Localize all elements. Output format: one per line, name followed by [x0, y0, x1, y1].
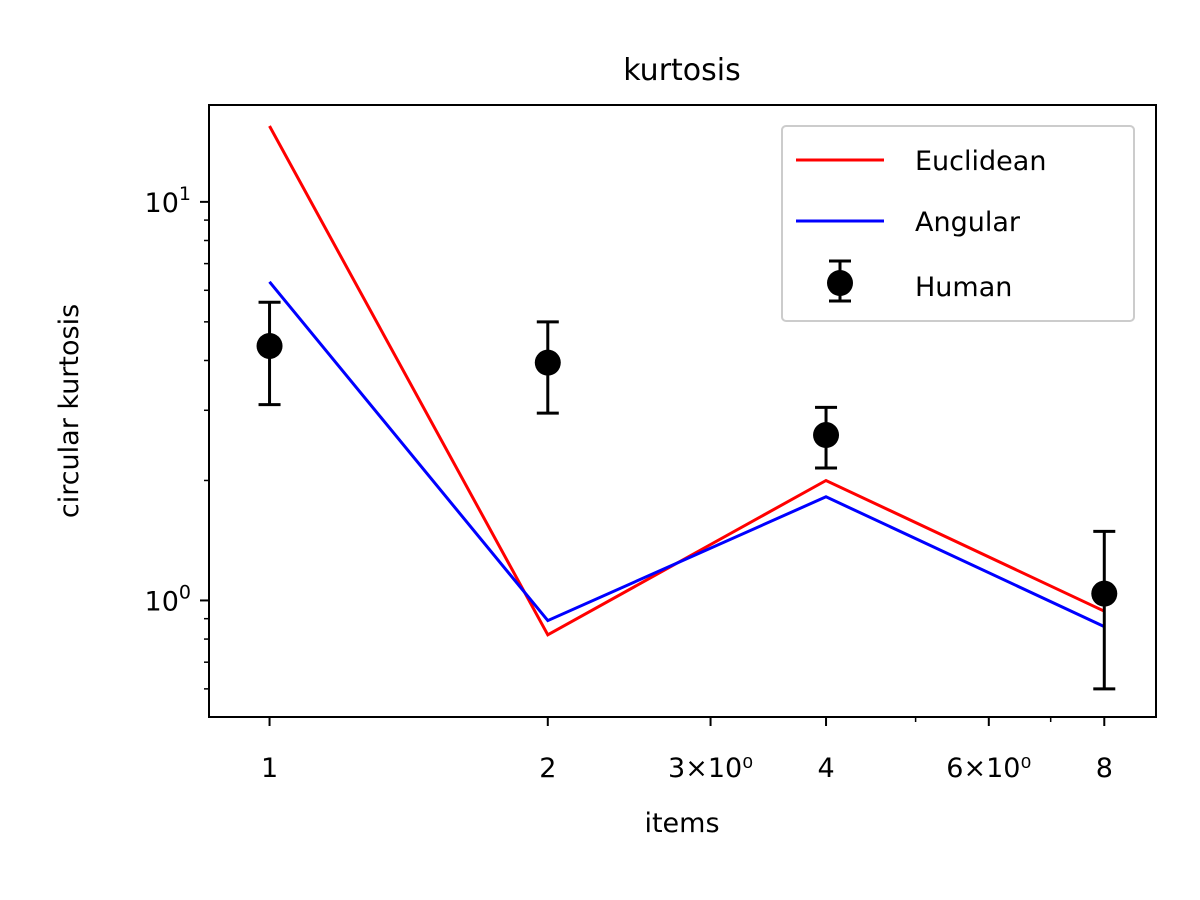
data-point-human	[534, 320, 561, 415]
series-line-angular	[268, 280, 1105, 628]
x-tick-label: 1	[261, 753, 278, 784]
x-tick-label: 2	[539, 753, 556, 784]
marker	[256, 332, 283, 359]
axis-ticks: 1 2 3×10⁰ 4 6×10⁰ 8 100 101	[145, 183, 1113, 784]
x-tick-label: 6×10⁰	[946, 753, 1031, 784]
y-axis-label: circular kurtosis	[54, 304, 85, 518]
legend-angular-label: Angular	[915, 207, 1021, 238]
x-tick-label: 8	[1096, 753, 1113, 784]
data-point-human	[813, 405, 840, 470]
marker	[1091, 580, 1118, 607]
x-tick-label: 3×10⁰	[668, 753, 753, 784]
data-point-human	[1091, 529, 1118, 691]
legend: Euclidean Angular Human	[781, 125, 1135, 322]
legend-human-swatch	[827, 259, 853, 303]
marker	[813, 422, 840, 449]
plot-area	[256, 125, 1118, 691]
x-tick-label: 4	[817, 753, 834, 784]
y-tick-label: 100	[145, 581, 191, 617]
legend-euclidean-label: Euclidean	[915, 146, 1046, 177]
y-tick-label: 101	[145, 183, 191, 219]
chart-title: kurtosis	[623, 53, 741, 88]
x-axis-label: items	[644, 808, 719, 839]
legend-human-label: Human	[915, 272, 1012, 303]
legend-box	[781, 125, 1135, 322]
marker	[534, 349, 561, 376]
data-point-human	[256, 300, 283, 407]
